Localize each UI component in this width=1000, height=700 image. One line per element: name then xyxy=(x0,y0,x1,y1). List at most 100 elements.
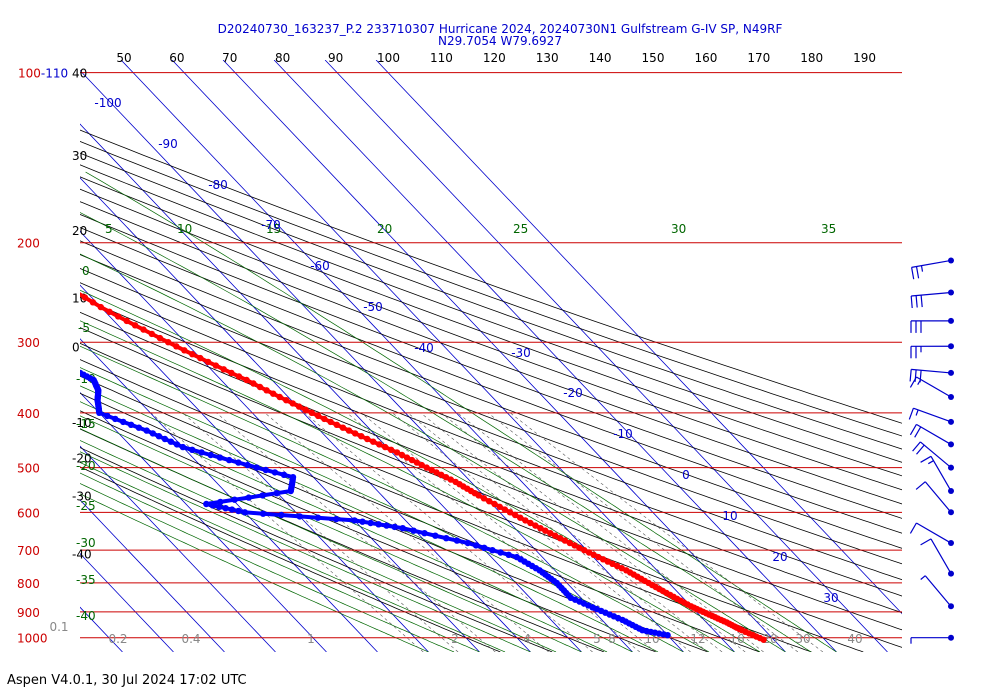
dewpoint-point xyxy=(112,415,119,423)
moist-adiabat-line xyxy=(80,385,659,652)
pressure-label: 500 xyxy=(17,462,40,476)
dewpoint-point xyxy=(296,513,303,520)
pressure-label: 900 xyxy=(17,606,40,620)
temperature-point xyxy=(345,427,353,434)
temperature-point xyxy=(41,269,47,275)
dewpoint-point xyxy=(421,530,428,537)
temperature-point xyxy=(542,527,549,534)
dewpoint-point xyxy=(231,496,238,503)
temperature-point xyxy=(561,537,569,544)
temperature-point xyxy=(106,308,113,315)
temperature-point xyxy=(33,264,39,270)
temperature-point xyxy=(276,393,283,401)
mixing-ratio-label: 5 xyxy=(593,632,601,646)
temperature-point xyxy=(220,366,227,373)
isotherm-line xyxy=(0,60,21,652)
dewpoint-point xyxy=(216,454,224,461)
top-tick-label: 120 xyxy=(483,51,506,65)
temperature-point xyxy=(212,362,220,369)
temperature-point xyxy=(25,260,31,266)
dewpoint-point xyxy=(226,456,233,464)
temperature-point xyxy=(403,454,411,461)
dewpoint-point xyxy=(271,469,279,476)
temperature-point xyxy=(438,471,445,478)
dry-adiabat-line xyxy=(80,176,902,477)
temperature-point xyxy=(358,433,365,440)
moist-adiabat-label: 20 xyxy=(377,222,392,236)
dewpoint-point xyxy=(216,503,223,510)
top-tick-label: 140 xyxy=(589,51,612,65)
temperature-point xyxy=(433,469,440,476)
dry-adiabat-line xyxy=(80,267,902,581)
mixing-ratio-line xyxy=(487,412,799,652)
dry-adiabat-line xyxy=(80,282,902,597)
dewpoint-point xyxy=(104,412,111,420)
temperature-point xyxy=(97,303,105,311)
wind-barb xyxy=(909,368,954,383)
dewpoint-point xyxy=(333,515,340,523)
mixing-ratio-line xyxy=(392,412,691,652)
isotherm-label: 20 xyxy=(772,550,787,564)
temperature-point xyxy=(581,547,588,554)
dewpoint-point xyxy=(120,418,127,426)
mixing-ratio-label: 0.2 xyxy=(108,632,127,646)
mixing-ratio-line xyxy=(440,412,746,652)
moist-adiabat-label: -20 xyxy=(76,459,96,473)
moist-adiabat-label: 0 xyxy=(82,264,90,278)
dewpoint-point xyxy=(273,490,280,497)
footer-text: Aspen V4.0.1, 30 Jul 2024 17:02 UTC xyxy=(7,673,247,688)
isotherm-label: -90 xyxy=(158,137,178,151)
isotherm-label: -100 xyxy=(94,96,121,110)
dewpoint-point xyxy=(367,519,374,527)
moist-adiabat-label: -30 xyxy=(76,536,96,550)
temperature-point xyxy=(295,403,303,410)
dry-adiabat-line xyxy=(80,140,902,437)
temperature-point xyxy=(522,517,529,524)
wind-barb-layer xyxy=(908,257,954,644)
wind-barb xyxy=(909,423,954,448)
dry-adiabat-line xyxy=(80,359,812,652)
temperature-point xyxy=(496,503,503,510)
isotherm-line xyxy=(222,60,786,652)
isotherm-line xyxy=(80,123,582,652)
temperature-point xyxy=(387,446,395,453)
wind-barb xyxy=(915,481,954,516)
dry-adiabat-label: 40 xyxy=(72,67,87,81)
dewpoint-point xyxy=(209,502,216,509)
top-tick-label: 90 xyxy=(328,51,343,65)
temperature-point xyxy=(442,474,450,481)
dewpoint-point xyxy=(262,466,269,474)
dewpoint-point xyxy=(399,525,406,532)
temperature-point xyxy=(131,322,139,329)
isotherm-label: 0 xyxy=(682,468,690,482)
mixing-ratio-label: 0.1 xyxy=(49,620,68,634)
dewpoint-point xyxy=(57,361,63,367)
top-tick-label: 100 xyxy=(377,51,400,65)
moist-adiabat-label: -5 xyxy=(78,321,90,335)
temperature-point xyxy=(156,334,164,342)
dry-adiabat-line xyxy=(80,240,902,549)
temperature-point xyxy=(428,466,435,474)
dewpoint-point xyxy=(505,551,512,558)
wind-barb xyxy=(910,634,954,644)
moist-adiabat-label: 15 xyxy=(266,222,281,236)
isotherm-label: -20 xyxy=(563,386,583,400)
mixing-ratio-label: 40 xyxy=(847,632,862,646)
dewpoint-point xyxy=(235,507,242,515)
wind-barb xyxy=(911,257,954,280)
mixing-ratio-line xyxy=(304,412,593,652)
temperature-point xyxy=(351,430,359,437)
moist-adiabat-label: 10 xyxy=(177,222,192,236)
isotherm-line xyxy=(80,499,225,652)
dewpoint-point xyxy=(664,632,671,639)
temperature-point xyxy=(382,443,389,451)
moist-adiabat-label: -15 xyxy=(76,417,96,431)
temperature-point xyxy=(181,347,188,354)
isobar-layer xyxy=(80,72,902,639)
dewpoint-point xyxy=(161,435,169,443)
dewpoint-point xyxy=(443,535,450,542)
temperature-point xyxy=(256,383,264,391)
mixing-ratio-label: 1 xyxy=(307,632,315,646)
dewpoint-point xyxy=(53,359,59,365)
moist-adiabat-label: -25 xyxy=(76,499,96,513)
